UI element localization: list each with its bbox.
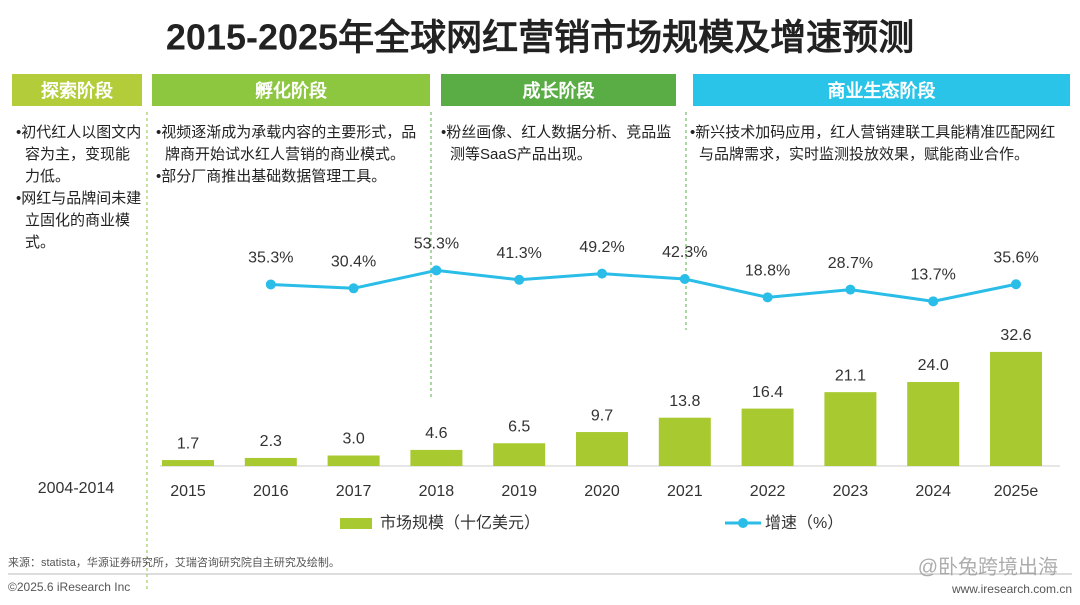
legend-label: 市场规模（十亿美元） <box>380 514 540 532</box>
bar-label: 24.0 <box>918 357 949 374</box>
bullet: 视频逐渐成为承载内容的主要形式，品牌商开始试水红人营销的商业模式。 <box>156 122 428 166</box>
bar <box>162 460 214 466</box>
bar-label: 1.7 <box>177 435 199 452</box>
x-tick-label: 2025e <box>994 483 1039 500</box>
stage-notes: 初代红人以图文内容为主，变现能力低。网红与品牌间未建立固化的商业模式。 <box>16 122 144 254</box>
bar-label: 32.6 <box>1000 327 1031 344</box>
website: www.iresearch.com.cn <box>951 582 1072 596</box>
bar-label: 3.0 <box>342 431 364 448</box>
x-tick-label: 2017 <box>336 483 372 500</box>
line-point <box>348 283 359 294</box>
line-label: 35.3% <box>248 250 293 267</box>
bar-label: 13.8 <box>669 393 700 410</box>
bar-label: 9.7 <box>591 407 613 424</box>
line-point <box>679 274 690 285</box>
stage-header: 探索阶段 <box>12 74 142 106</box>
x-tick-label: 2015 <box>170 483 206 500</box>
line-label: 18.8% <box>745 263 790 280</box>
stage-notes: 粉丝画像、红人数据分析、竞品监测等SaaS产品出现。 <box>441 122 681 166</box>
x-tick-label: 2021 <box>667 483 703 500</box>
line-label: 41.3% <box>497 245 542 262</box>
bullet: 初代红人以图文内容为主，变现能力低。 <box>16 122 144 188</box>
bar <box>907 382 960 466</box>
legend-label: 增速（%） <box>765 514 843 532</box>
line-point <box>265 279 276 290</box>
copyright: ©2025.6 iResearch Inc <box>8 580 130 594</box>
bullet: 新兴技术加码应用，红人营销建联工具能精准匹配网红与品牌需求，实时监测投放效果，赋… <box>690 122 1070 166</box>
bar-label: 4.6 <box>425 425 447 442</box>
stage-notes: 新兴技术加码应用，红人营销建联工具能精准匹配网红与品牌需求，实时监测投放效果，赋… <box>690 122 1070 166</box>
x-tick-label: 2020 <box>584 483 620 500</box>
line-label: 30.4% <box>331 254 376 271</box>
bar <box>658 417 711 466</box>
bar <box>244 457 297 466</box>
legend-swatch <box>738 518 748 528</box>
line-label: 49.2% <box>579 239 624 256</box>
line-point <box>597 268 607 279</box>
bar <box>741 408 794 466</box>
stage-header: 商业生态阶段 <box>693 74 1070 106</box>
line-label: 42.3% <box>662 244 707 261</box>
bar-label: 16.4 <box>752 384 783 401</box>
bar-label: 2.3 <box>260 433 282 450</box>
x-tick-label: 2022 <box>750 483 786 500</box>
bar-label: 21.1 <box>835 367 866 384</box>
legend-swatch <box>340 518 372 529</box>
line-point <box>1011 279 1021 290</box>
stage-header: 孵化阶段 <box>152 74 430 106</box>
x-tick-label: 2018 <box>419 483 455 500</box>
line-point <box>845 284 856 295</box>
watermark: @卧兔跨境出海 <box>918 555 1058 578</box>
bar-label: 6.5 <box>508 418 530 435</box>
line-point <box>928 296 939 307</box>
stage-header: 成长阶段 <box>441 74 676 106</box>
period-label: 2004-2014 <box>38 480 115 497</box>
bullet: 部分厂商推出基础数据管理工具。 <box>156 166 428 188</box>
line-label: 53.3% <box>414 236 459 253</box>
source: 来源：statista，华源证券研究所，艾瑞咨询研究院自主研究及绘制。 <box>8 555 340 569</box>
stage-notes: 视频逐渐成为承载内容的主要形式，品牌商开始试水红人营销的商业模式。部分厂商推出基… <box>156 122 428 188</box>
bar <box>410 449 463 466</box>
line <box>270 268 1017 303</box>
line-label: 35.6% <box>993 249 1038 266</box>
line-point <box>514 274 525 285</box>
line-label: 13.7% <box>911 267 956 284</box>
x-tick-label: 2024 <box>915 483 951 500</box>
bar <box>990 351 1042 466</box>
line-point <box>431 265 442 276</box>
x-tick-label: 2019 <box>501 483 537 500</box>
bar <box>327 455 380 466</box>
line-label: 28.7% <box>828 255 873 272</box>
chart-title: 2015-2025年全球网红营销市场规模及增速预测 <box>166 17 914 58</box>
x-tick-label: 2023 <box>833 483 869 500</box>
bar <box>493 443 546 466</box>
line-point <box>762 292 773 303</box>
bullet: 粉丝画像、红人数据分析、竞品监测等SaaS产品出现。 <box>441 122 681 166</box>
x-tick-label: 2016 <box>253 483 289 500</box>
bullet: 网红与品牌间未建立固化的商业模式。 <box>16 188 144 254</box>
bar <box>824 392 877 466</box>
bar <box>576 432 628 466</box>
